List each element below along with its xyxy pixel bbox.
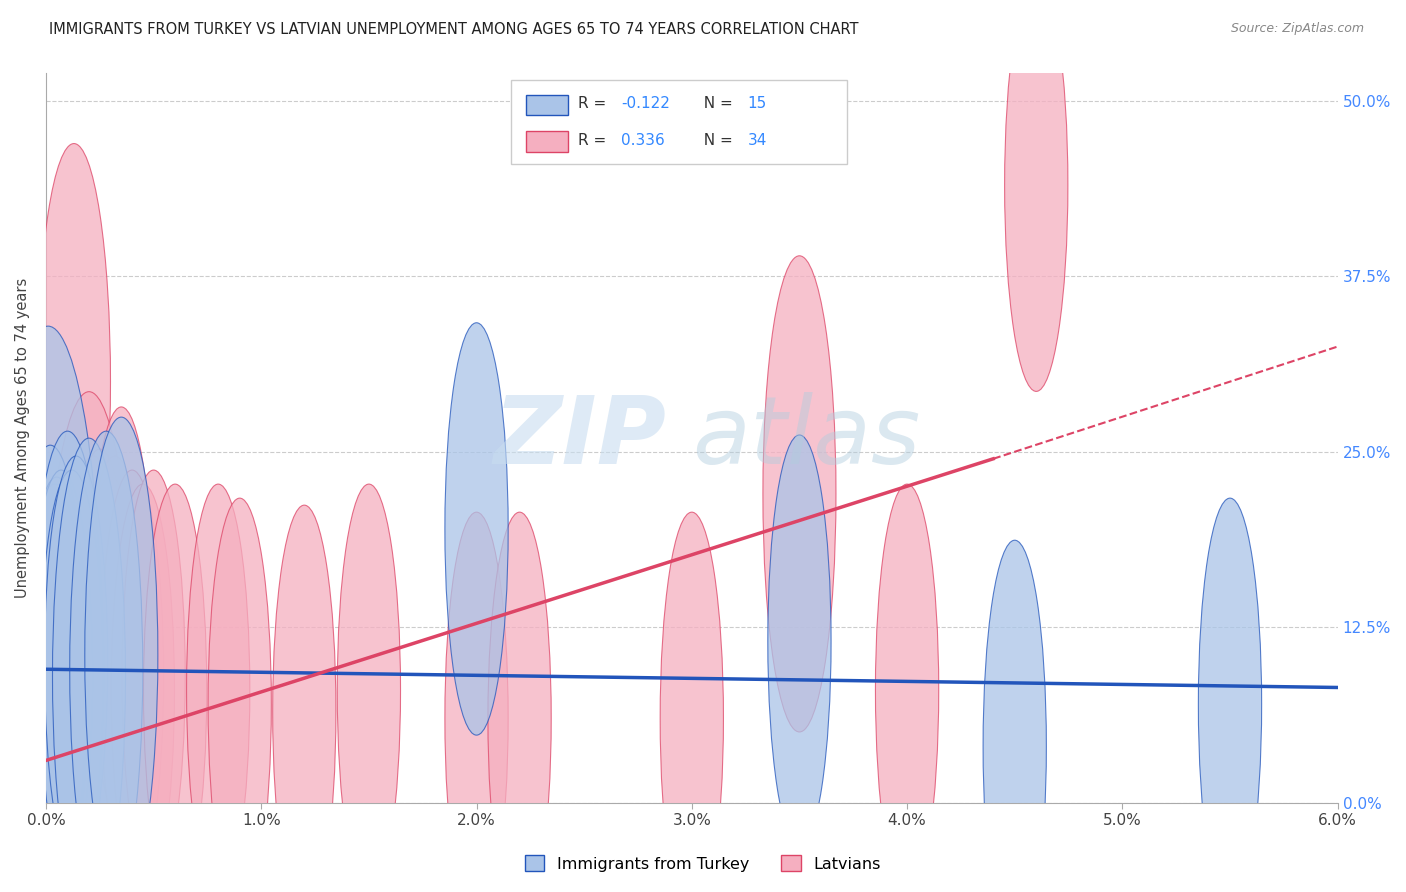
Ellipse shape [49,470,112,882]
Ellipse shape [84,417,157,892]
Text: N =: N = [695,96,738,112]
Ellipse shape [763,256,837,732]
Ellipse shape [67,449,131,862]
Text: -0.122: -0.122 [621,96,669,112]
Ellipse shape [41,470,104,882]
Ellipse shape [273,505,336,892]
Ellipse shape [100,470,163,882]
Ellipse shape [52,438,125,892]
Ellipse shape [122,470,186,882]
Ellipse shape [70,431,143,892]
Ellipse shape [31,477,94,889]
Legend: Immigrants from Turkey, Latvians: Immigrants from Turkey, Latvians [517,847,889,880]
Ellipse shape [661,512,724,892]
Ellipse shape [18,491,82,892]
Text: ZIP: ZIP [494,392,666,483]
Text: N =: N = [695,133,738,147]
Ellipse shape [38,144,111,620]
Ellipse shape [25,484,89,892]
Ellipse shape [488,512,551,892]
Ellipse shape [30,470,93,882]
Ellipse shape [208,498,271,892]
Ellipse shape [187,484,250,892]
Ellipse shape [1198,498,1261,892]
Ellipse shape [83,456,146,869]
Ellipse shape [30,477,93,889]
Ellipse shape [17,498,80,892]
Text: 0.336: 0.336 [621,133,665,147]
Ellipse shape [143,484,207,892]
Ellipse shape [44,392,134,892]
Text: Source: ZipAtlas.com: Source: ZipAtlas.com [1230,22,1364,36]
Ellipse shape [111,484,174,892]
Ellipse shape [0,326,103,892]
Text: R =: R = [578,96,612,112]
Ellipse shape [444,512,508,892]
FancyBboxPatch shape [510,80,846,164]
Y-axis label: Unemployment Among Ages 65 to 74 years: Unemployment Among Ages 65 to 74 years [15,277,30,598]
Ellipse shape [37,470,100,882]
Ellipse shape [79,477,142,889]
Ellipse shape [27,491,90,892]
Ellipse shape [14,445,87,892]
Ellipse shape [983,541,1046,892]
FancyBboxPatch shape [526,95,568,115]
Ellipse shape [444,323,508,735]
Text: atlas: atlas [692,392,920,483]
Ellipse shape [41,477,104,889]
Ellipse shape [876,484,939,892]
Ellipse shape [45,456,108,869]
Ellipse shape [22,484,86,892]
Ellipse shape [15,512,79,892]
FancyBboxPatch shape [526,131,568,152]
Ellipse shape [90,407,153,820]
Text: 15: 15 [748,96,766,112]
Text: 34: 34 [748,133,766,147]
Ellipse shape [768,435,831,847]
Text: IMMIGRANTS FROM TURKEY VS LATVIAN UNEMPLOYMENT AMONG AGES 65 TO 74 YEARS CORRELA: IMMIGRANTS FROM TURKEY VS LATVIAN UNEMPL… [49,22,859,37]
Ellipse shape [31,431,104,892]
Ellipse shape [46,456,110,869]
Ellipse shape [22,484,86,892]
Ellipse shape [1005,0,1069,392]
Ellipse shape [25,477,89,889]
Ellipse shape [337,484,401,892]
Ellipse shape [62,456,125,869]
Ellipse shape [21,498,84,892]
Text: R =: R = [578,133,612,147]
